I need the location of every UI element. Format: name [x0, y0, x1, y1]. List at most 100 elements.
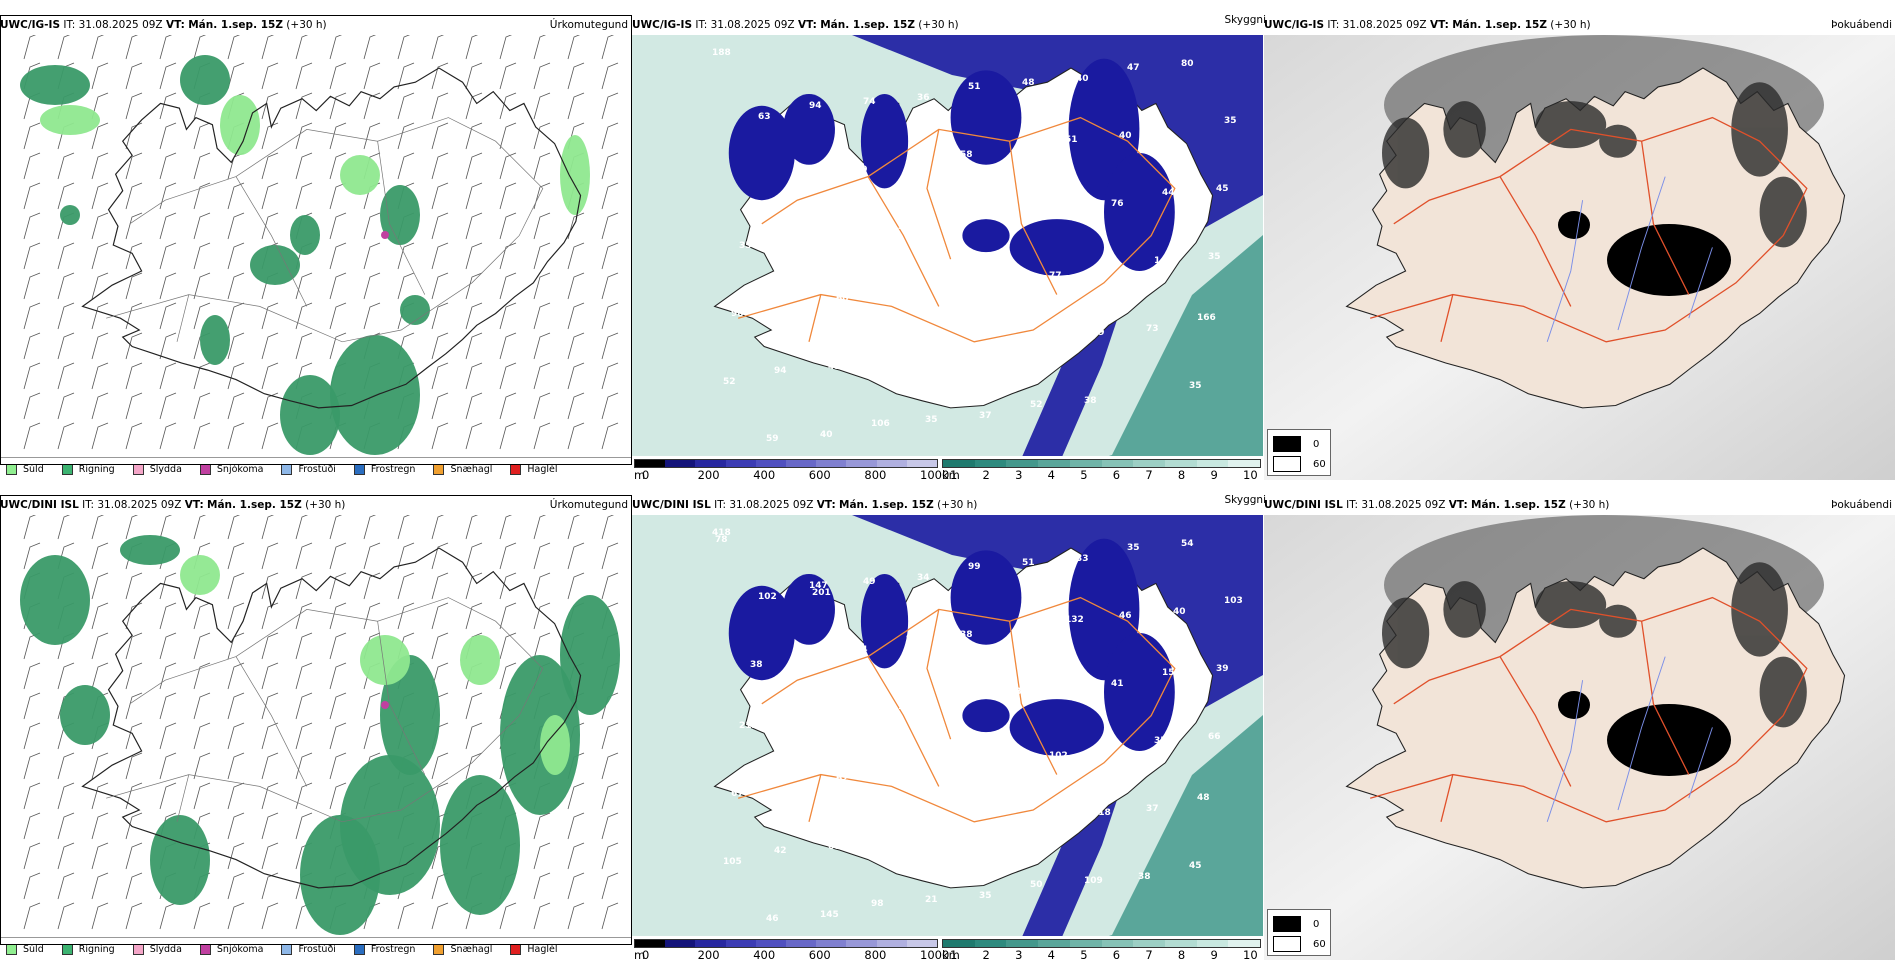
wind-barb: [465, 332, 483, 360]
visibility-value: 46: [1119, 611, 1132, 621]
visibility-labels: 188 94 109 97 96 166 94 106 51 51 44 35 60 50 52 47 35 63…: [712, 48, 1237, 444]
wind-barb: [431, 62, 449, 90]
wind-barb: [261, 872, 279, 900]
wind-barb: [227, 602, 245, 630]
wind-barb: [499, 302, 517, 330]
wind-barb: [193, 35, 207, 60]
wind-barb: [193, 782, 211, 810]
precip-patch: [20, 65, 90, 105]
wind-barb: [329, 242, 347, 270]
wind-barb: [261, 332, 279, 360]
wind-barb: [601, 62, 619, 90]
rivers: [1546, 176, 1713, 342]
visibility-value: 96: [1100, 260, 1113, 270]
legend-label: Frostúði: [298, 943, 336, 955]
wind-barb: [465, 122, 483, 150]
it-label: IT:: [714, 499, 727, 511]
wind-barb: [601, 422, 619, 450]
wind-barb: [57, 662, 75, 690]
scale-swatch: [1164, 460, 1197, 467]
wind-barb: [57, 392, 75, 420]
wind-barb: [261, 212, 279, 240]
wind-barb: [601, 872, 619, 900]
visibility-labels: 418 147 95 213 55 48 42 98 99 132 151 212 62 51 50 35 10…: [712, 528, 1243, 924]
visibility-map[interactable]: 418 147 95 213 55 48 42 98 99 132 151 212 62 51 50 35 10…: [632, 515, 1263, 960]
visibility-value: 41: [793, 237, 806, 247]
fog-index-map[interactable]: [1264, 515, 1895, 960]
wind-barb: [125, 662, 143, 690]
vt-label: VT:: [165, 19, 185, 31]
wind-barb: [261, 182, 279, 210]
wind-barb: [567, 572, 585, 600]
wind-barb: [431, 272, 449, 300]
panel-title: Úrkomutegund: [549, 19, 628, 31]
visibility-value: 35: [1154, 736, 1167, 746]
wind-barb: [159, 692, 177, 720]
visibility-value: 38: [1138, 872, 1151, 882]
vt-label: VT:: [816, 499, 836, 511]
wind-barb: [295, 782, 313, 810]
legend-item: Snjókoma: [199, 463, 263, 475]
visibility-value: 67: [731, 789, 744, 799]
lead-time: (+30 h): [286, 19, 327, 31]
scale-tick: 8: [1177, 948, 1186, 962]
wind-barb: [91, 515, 105, 540]
precip-map[interactable]: [0, 515, 631, 960]
legend-item: Súld: [6, 943, 44, 955]
wind-barb: [261, 662, 279, 690]
scale-swatch: [755, 460, 787, 467]
legend-label: Frostúði: [298, 463, 336, 475]
visibility-map[interactable]: 188 94 109 97 96 166 94 106 51 51 44 35 60 50 52 47 35 63…: [632, 35, 1263, 480]
precip-patch: [330, 335, 420, 455]
wind-barb: [227, 242, 245, 270]
legend-label: Snjókoma: [216, 943, 264, 955]
visibility-value: 63: [758, 112, 771, 122]
wind-barb: [329, 182, 347, 210]
wind-barb: [329, 662, 347, 690]
wind-barb: [295, 542, 313, 570]
wind-barb: [295, 182, 313, 210]
rivers: [1546, 656, 1713, 822]
fog-area: [1443, 101, 1486, 158]
scale-tick: 6: [1112, 468, 1121, 482]
wind-barb: [261, 602, 279, 630]
visibility-value: 35: [1189, 381, 1202, 391]
wind-barb: [329, 572, 347, 600]
visibility-value: 56: [847, 713, 860, 723]
wind-barb: [125, 182, 143, 210]
visibility-value: 132: [1065, 615, 1084, 625]
wind-barb: [159, 62, 177, 90]
wind-barb: [227, 182, 245, 210]
river: [1546, 176, 1713, 342]
scale-swatch: [1228, 940, 1261, 947]
visibility-value: 98: [871, 899, 884, 909]
wind-barb: [91, 842, 109, 870]
legend-swatch: [199, 463, 211, 475]
wind-barb: [363, 572, 381, 600]
vt-label: VT:: [1448, 499, 1468, 511]
visibility-value: 78: [715, 535, 728, 545]
legend-swatch: [510, 943, 522, 955]
wind-barb: [23, 812, 41, 840]
wind-barb: [465, 722, 483, 750]
visibility-value: 123: [890, 770, 909, 780]
precip-map[interactable]: [0, 35, 631, 480]
legend-label: Rigning: [78, 943, 115, 955]
scale-swatch: [1069, 460, 1102, 467]
scale-tick: 200: [697, 948, 720, 962]
model-name: UWC/DINI ISL: [1264, 499, 1343, 511]
precip-patch: [560, 135, 590, 215]
wind-barb: [125, 332, 143, 360]
visibility-value: 418: [712, 528, 731, 538]
legend-swatch: [61, 943, 73, 955]
fog-index-map[interactable]: [1264, 35, 1895, 480]
wind-barb: [193, 122, 211, 150]
wind-barb: [57, 302, 75, 330]
wind-barb: [159, 722, 177, 750]
wind-barb: [295, 92, 313, 120]
wind-barb: [329, 722, 347, 750]
visibility-value: 208: [882, 358, 901, 368]
wind-barb: [159, 35, 173, 60]
wind-barb: [567, 812, 585, 840]
wind-barb: [227, 572, 245, 600]
